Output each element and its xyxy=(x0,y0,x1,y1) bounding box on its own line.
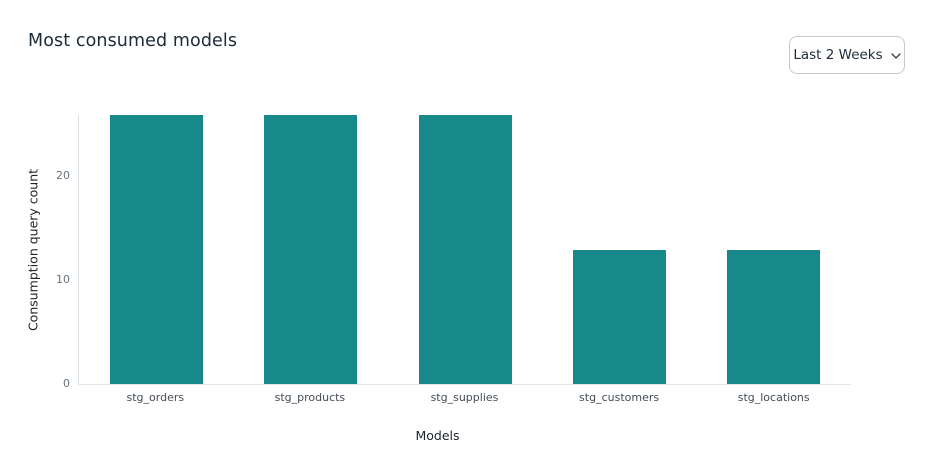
bar-column xyxy=(79,115,233,384)
y-tick-label: 0 xyxy=(63,377,70,390)
x-axis-title: Models xyxy=(415,428,460,443)
bars-container xyxy=(79,115,851,384)
bar-chart-plot-area: 0 10 20 xyxy=(56,115,851,390)
y-tick-label: 20 xyxy=(56,169,70,183)
y-axis-title: Consumption query count xyxy=(25,168,41,332)
bar-column xyxy=(388,115,542,384)
bar-stg_orders[interactable] xyxy=(109,115,203,384)
x-tick-label: stg_products xyxy=(274,391,346,404)
x-tick-label: stg_supplies xyxy=(430,391,499,404)
chevron-down-icon xyxy=(890,52,901,59)
x-axis-tick-labels: stg_orders stg_products stg_supplies stg_cu… xyxy=(78,391,851,404)
y-tick-label: 10 xyxy=(56,273,70,287)
time-range-value: Last 2 Weeks xyxy=(793,47,883,63)
x-tick-label: stg_locations xyxy=(737,391,810,404)
time-range-dropdown[interactable]: Last 2 Weeks xyxy=(789,36,905,74)
bar-stg_customers[interactable] xyxy=(572,249,666,384)
bar-stg_products[interactable] xyxy=(264,115,358,384)
x-tick-label: stg_orders xyxy=(126,391,185,404)
bar-stg_supplies[interactable] xyxy=(418,115,512,384)
bar-column xyxy=(233,115,387,384)
x-tick-label: stg_customers xyxy=(579,391,660,404)
page-title: Most consumed models xyxy=(28,31,238,51)
bar-column xyxy=(697,115,851,384)
bar-column xyxy=(542,115,696,384)
bar-stg_locations[interactable] xyxy=(727,249,821,384)
